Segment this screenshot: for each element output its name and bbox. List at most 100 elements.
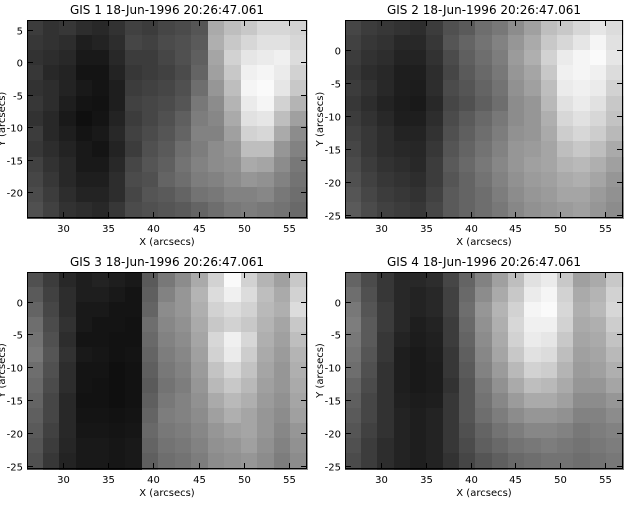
x-tick-label: 35 — [420, 224, 433, 235]
heatmap-cell — [410, 111, 427, 127]
heatmap-cell — [76, 35, 93, 51]
heatmap-cell — [257, 362, 275, 379]
heatmap-cell — [43, 362, 60, 379]
heatmap-cell — [43, 96, 60, 112]
heatmap-cell — [541, 50, 558, 66]
heatmap-cell — [274, 172, 291, 188]
heatmap-cell — [443, 423, 460, 439]
heatmap-cell — [125, 157, 143, 173]
heatmap-cell — [27, 157, 44, 173]
heatmap-cell — [109, 438, 126, 454]
heatmap-cell — [274, 287, 291, 303]
heatmap-cell — [175, 302, 192, 318]
heatmap-cell — [92, 172, 110, 188]
heatmap-cell — [191, 35, 209, 51]
heatmap-cell — [508, 332, 525, 348]
y-tick-label: -5 — [13, 92, 23, 103]
heatmap-cell — [158, 111, 176, 127]
heatmap-cell — [125, 423, 143, 439]
heatmap-cell — [361, 157, 378, 173]
heatmap-cell — [541, 332, 558, 348]
heatmap-cell — [541, 157, 558, 173]
heatmap-cell — [541, 187, 558, 203]
heatmap-cell — [109, 20, 126, 36]
heatmap-cell — [475, 362, 493, 379]
heatmap-cell — [208, 393, 225, 409]
heatmap-cell — [27, 202, 44, 219]
heatmap-cell — [590, 172, 607, 188]
heatmap-cell — [158, 438, 176, 454]
heatmap-cell — [475, 317, 493, 333]
heatmap-cell — [394, 50, 411, 66]
heatmap-cell — [410, 35, 427, 51]
heatmap-cell — [142, 453, 159, 470]
heatmap-cell — [394, 202, 411, 219]
heatmap-cell — [443, 287, 460, 303]
heatmap-cell — [191, 302, 209, 318]
heatmap-cell — [377, 302, 395, 318]
heatmap-cell — [426, 157, 444, 173]
heatmap-cell — [290, 378, 308, 394]
heatmap-cell — [410, 126, 427, 142]
heatmap-cell — [175, 65, 192, 81]
heatmap-cell — [142, 393, 159, 409]
heatmap-cell — [76, 287, 93, 303]
heatmap-cell — [426, 126, 444, 142]
heatmap-cell — [410, 141, 427, 158]
heatmap-cell — [345, 362, 362, 379]
heatmap-cell — [158, 453, 176, 470]
heatmap-cell — [508, 302, 525, 318]
y-tick-label: -25 — [325, 463, 341, 474]
heatmap-cell — [573, 453, 591, 470]
heatmap-cell — [76, 157, 93, 173]
heatmap-cell — [27, 272, 44, 288]
heatmap-cell — [43, 172, 60, 188]
heatmap-cell — [241, 347, 258, 363]
heatmap-cell — [524, 272, 542, 288]
heatmap-cell — [158, 35, 176, 51]
heatmap-cell — [274, 126, 291, 142]
heatmap-cell — [76, 317, 93, 333]
heatmap-cell — [76, 80, 93, 97]
heatmap-cell — [125, 272, 143, 288]
heatmap-cell — [541, 317, 558, 333]
heatmap-cell — [158, 20, 176, 36]
heatmap-cell — [208, 287, 225, 303]
heatmap-cell — [208, 408, 225, 424]
heatmap-cell — [410, 423, 427, 439]
heatmap-cell — [410, 287, 427, 303]
heatmap-cell — [43, 80, 60, 97]
chart-title: GIS 1 18-Jun-1996 20:26:47.061 — [70, 3, 264, 17]
heatmap-cell — [290, 287, 308, 303]
heatmap-cell — [426, 287, 444, 303]
heatmap-cell — [142, 187, 159, 203]
y-tick-label: -10 — [7, 124, 23, 135]
heatmap-cell — [158, 202, 176, 219]
x-axis-label: X (arcsecs) — [139, 237, 195, 248]
heatmap-cell — [410, 317, 427, 333]
heatmap-cell — [274, 157, 291, 173]
heatmap-cell — [443, 408, 460, 424]
heatmap-cell — [158, 65, 176, 81]
heatmap-cell — [142, 287, 159, 303]
heatmap-cell — [377, 172, 395, 188]
heatmap-cell — [109, 126, 126, 142]
heatmap-cell — [443, 187, 460, 203]
heatmap-cell — [475, 50, 493, 66]
x-tick-label: 55 — [283, 475, 296, 486]
heatmap-cell — [43, 317, 60, 333]
heatmap-cell — [76, 172, 93, 188]
heatmap-cell — [459, 80, 476, 97]
heatmap-cell — [475, 65, 493, 81]
heatmap-cell — [426, 378, 444, 394]
heatmap-cell — [241, 96, 258, 112]
heatmap-cell — [426, 50, 444, 66]
heatmap-cell — [191, 157, 209, 173]
x-tick-label: 55 — [283, 224, 296, 235]
heatmap-cell — [274, 317, 291, 333]
heatmap-cell — [426, 187, 444, 203]
heatmap-cell — [345, 80, 362, 97]
heatmap-cell — [557, 187, 574, 203]
heatmap-cell — [158, 96, 176, 112]
heatmap-cell — [475, 80, 493, 97]
